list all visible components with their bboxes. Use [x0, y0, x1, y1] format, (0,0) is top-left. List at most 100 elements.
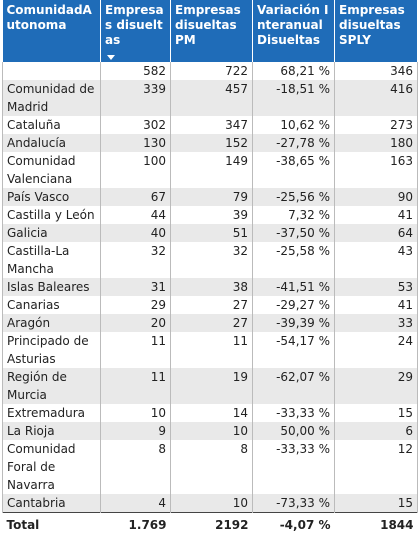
cell: 41	[334, 296, 418, 314]
cell: -29,27 %	[252, 296, 335, 314]
cell: -38,65 %	[252, 152, 335, 188]
cell: 27	[170, 296, 253, 314]
data-row[interactable]: Castilla-La Mancha 32 32 -25,58 % 43	[2, 242, 418, 278]
cell: 29	[100, 296, 171, 314]
data-row[interactable]: Andalucía 130 152 -27,78 % 180	[2, 134, 418, 152]
cell: 31	[100, 278, 171, 296]
column-header[interactable]: Variación Interanual Disueltas	[252, 0, 335, 62]
data-row[interactable]: Islas Baleares 31 38 -41,51 % 53	[2, 278, 418, 296]
cell: 152	[170, 134, 253, 152]
region-cell: Cantabria	[2, 494, 101, 513]
cell: 79	[170, 188, 253, 206]
cell: 29	[334, 368, 418, 404]
cell: 11	[100, 332, 171, 368]
cell: 4	[100, 494, 171, 513]
total-row: Total 1.769 2192 -4,07 % 1844	[2, 512, 418, 537]
column-header[interactable]: ComunidadAutonoma	[2, 0, 101, 62]
cell: 7,32 %	[252, 206, 335, 224]
data-row[interactable]: Castilla y León 44 39 7,32 % 41	[2, 206, 418, 224]
data-row[interactable]: Cataluña 302 347 10,62 % 273	[2, 116, 418, 134]
cell: 68,21 %	[252, 62, 335, 80]
cell: 10	[100, 404, 171, 422]
cell: 15	[334, 494, 418, 513]
cell: 50,00 %	[252, 422, 335, 440]
data-row[interactable]: Región de Murcia 11 19 -62,07 % 29	[2, 368, 418, 404]
cell: 416	[334, 80, 418, 116]
column-header[interactable]: Empresas disueltas SPLY	[334, 0, 418, 62]
data-row[interactable]: Principado de Asturias 11 11 -54,17 % 24	[2, 332, 418, 368]
cell: 100	[100, 152, 171, 188]
cell: 24	[334, 332, 418, 368]
cell: 11	[170, 332, 253, 368]
region-cell: La Rioja	[2, 422, 101, 440]
data-row[interactable]: País Vasco 67 79 -25,56 % 90	[2, 188, 418, 206]
cell: -73,33 %	[252, 494, 335, 513]
column-header[interactable]: Empresas disueltas	[100, 0, 171, 62]
data-row[interactable]: Comunidad Foral de Navarra 8 8 -33,33 % 12	[2, 440, 418, 494]
cell: 64	[334, 224, 418, 242]
cell: 339	[100, 80, 171, 116]
data-row[interactable]: Canarias 29 27 -29,27 % 41	[2, 296, 418, 314]
data-row[interactable]: Comunidad Valenciana 100 149 -38,65 % 163	[2, 152, 418, 188]
data-row[interactable]: Extremadura 10 14 -33,33 % 15	[2, 404, 418, 422]
region-cell: Comunidad de Madrid	[2, 80, 101, 116]
column-header[interactable]: Empresas disueltas PM	[170, 0, 253, 62]
cell: 15	[334, 404, 418, 422]
data-row[interactable]: Galicia 40 51 -37,50 % 64	[2, 224, 418, 242]
data-row[interactable]: Cantabria 4 10 -73,33 % 15	[2, 494, 418, 513]
cell: 41	[334, 206, 418, 224]
region-cell: Comunidad Foral de Navarra	[2, 440, 101, 494]
cell: 8	[100, 440, 171, 494]
data-row[interactable]: La Rioja 9 10 50,00 % 6	[2, 422, 418, 440]
data-row[interactable]: Comunidad de Madrid 339 457 -18,51 % 416	[2, 80, 418, 116]
cell: 67	[100, 188, 171, 206]
region-cell: Castilla-La Mancha	[2, 242, 101, 278]
table-body: 582 722 68,21 % 346 Comunidad de Madrid 339 45…	[2, 62, 418, 537]
total-cell: 1.769	[100, 512, 171, 537]
region-cell: Andalucía	[2, 134, 101, 152]
cell: 10	[170, 422, 253, 440]
cell: 27	[170, 314, 253, 332]
cell: -25,58 %	[252, 242, 335, 278]
region-cell: Principado de Asturias	[2, 332, 101, 368]
cell: 347	[170, 116, 253, 134]
cell: 39	[170, 206, 253, 224]
cell: 14	[170, 404, 253, 422]
cell: 20	[100, 314, 171, 332]
cell: 90	[334, 188, 418, 206]
total-cell: 2192	[170, 512, 253, 537]
cell: 11	[100, 368, 171, 404]
data-row[interactable]: Aragón 20 27 -39,39 % 33	[2, 314, 418, 332]
sort-arrow[interactable]	[107, 55, 115, 60]
region-cell: Galicia	[2, 224, 101, 242]
cell: 582	[100, 62, 171, 80]
cell: 12	[334, 440, 418, 494]
region-cell: Castilla y León	[2, 206, 101, 224]
region-cell: Islas Baleares	[2, 278, 101, 296]
cell: 51	[170, 224, 253, 242]
total-cell: Total	[2, 512, 101, 537]
data-table: ComunidadAutonoma Empresas disueltas Empre…	[2, 0, 418, 537]
region-cell: Canarias	[2, 296, 101, 314]
cell: 130	[100, 134, 171, 152]
cell: 32	[100, 242, 171, 278]
cell: -54,17 %	[252, 332, 335, 368]
cell: -62,07 %	[252, 368, 335, 404]
empty-cell	[2, 62, 101, 80]
cell: 180	[334, 134, 418, 152]
cell: 457	[170, 80, 253, 116]
cell: -41,51 %	[252, 278, 335, 296]
cell: 346	[334, 62, 418, 80]
summary-row: 582 722 68,21 % 346	[2, 62, 418, 80]
cell: 722	[170, 62, 253, 80]
region-cell: Región de Murcia	[2, 368, 101, 404]
region-cell: Extremadura	[2, 404, 101, 422]
cell: 10,62 %	[252, 116, 335, 134]
cell: -25,56 %	[252, 188, 335, 206]
cell: 40	[100, 224, 171, 242]
region-cell: País Vasco	[2, 188, 101, 206]
cell: 273	[334, 116, 418, 134]
total-cell: 1844	[334, 512, 418, 537]
cell: 8	[170, 440, 253, 494]
